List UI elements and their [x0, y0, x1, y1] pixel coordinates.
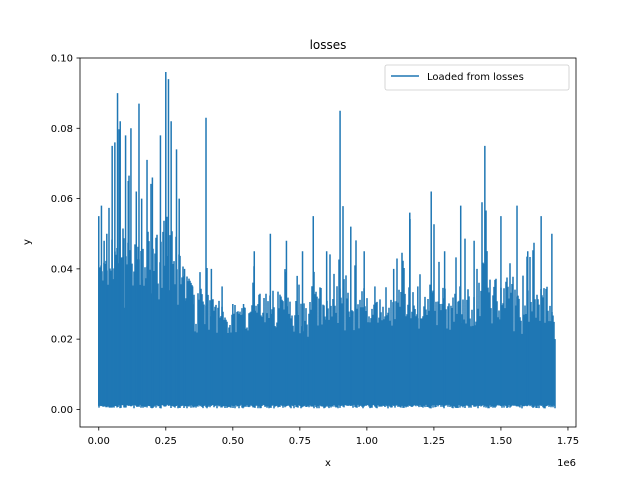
y-tick-label: 0.08 [51, 124, 73, 135]
x-axis-offset-label: 1e6 [557, 458, 576, 469]
x-tick-label: 0.50 [222, 436, 244, 447]
x-tick-label: 0.25 [155, 436, 177, 447]
y-axis: 0.00 0.02 0.04 0.06 0.08 0.10 [51, 54, 80, 416]
y-tick-label: 0.02 [51, 335, 73, 346]
x-tick-label: 0.00 [88, 436, 110, 447]
y-tick-label: 0.04 [51, 264, 73, 275]
legend: Loaded from losses [384, 64, 570, 91]
y-axis-label: y [22, 239, 33, 245]
chart-title: losses [310, 38, 347, 52]
x-axis: 0.00 0.25 0.50 0.75 1.00 1.25 1.50 1.75 [88, 427, 579, 447]
series-layer [98, 72, 556, 409]
x-tick-label: 1.25 [423, 436, 445, 447]
x-tick-label: 0.75 [289, 436, 311, 447]
x-tick-label: 1.75 [557, 436, 579, 447]
x-axis-label: x [325, 458, 331, 469]
y-tick-label: 0.10 [51, 54, 73, 65]
legend-box [384, 64, 570, 91]
legend-label: Loaded from losses [427, 72, 524, 83]
plot-frame [79, 57, 577, 428]
x-tick-label: 1.00 [356, 436, 378, 447]
y-tick-label: 0.06 [51, 194, 73, 205]
y-tick-label: 0.00 [51, 405, 73, 416]
x-tick-label: 1.50 [490, 436, 512, 447]
